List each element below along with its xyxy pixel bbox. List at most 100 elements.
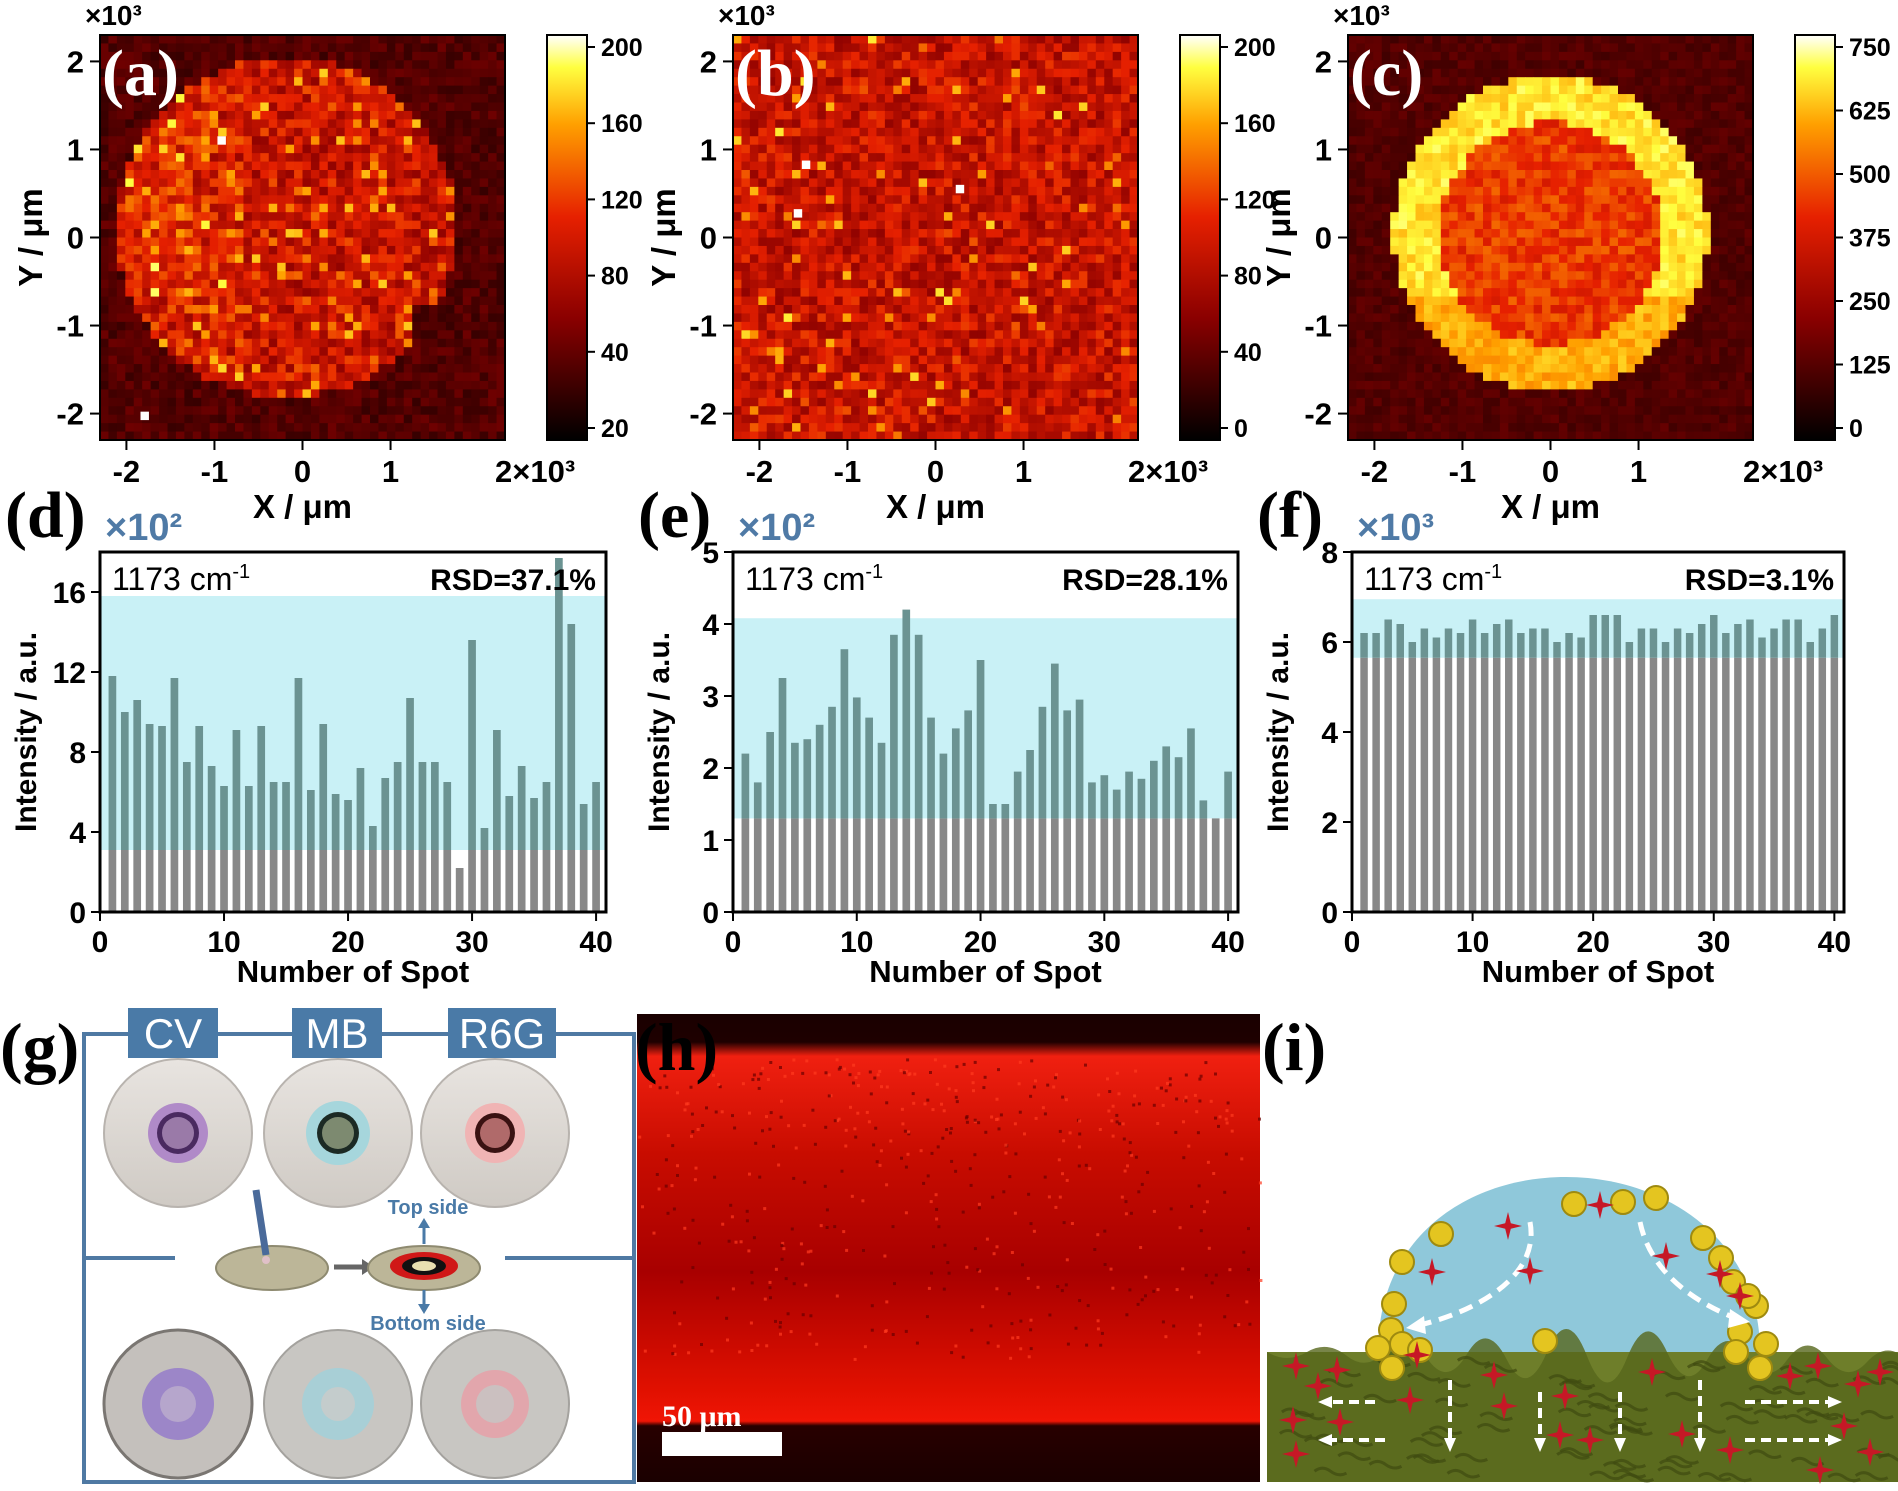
heatmap-cell [1078,338,1088,348]
heatmap-cell [488,77,497,87]
heatmap-cell [868,262,877,272]
heatmap-cell [935,372,945,382]
heatmap-cell [133,144,143,154]
heatmap-cell [1129,35,1139,44]
heatmap-cell [758,347,768,357]
heatmap-cell [986,380,995,390]
heatmap-cell [235,279,244,289]
heatmap-cell [201,254,211,264]
heatmap-cell [1087,110,1097,120]
heatmap-cell [1407,77,1416,87]
heatmap-cell [108,262,118,272]
heatmap-cell [209,161,219,171]
heatmap-cell [1053,423,1063,432]
heatmap-cell [901,288,911,297]
heatmap-cell [327,347,337,357]
heatmap-cell [201,271,211,281]
heatmap-cell [336,296,346,306]
heatmap-cell [733,60,742,70]
heatmap-cell [1019,178,1029,188]
heatmap-cell [783,195,793,205]
heatmap-cell [884,77,894,87]
heatmap-cell [825,397,835,407]
heatmap-cell [175,288,185,297]
heatmap-cell [488,153,497,162]
heatmap-cell [167,338,177,348]
heatmap-cell [133,170,143,179]
heatmap-cell [876,203,886,213]
heatmap-cell [1693,43,1703,53]
heatmap-cell [319,305,329,314]
heatmap-cell [386,305,396,314]
heatmap-cell [943,423,953,432]
heatmap-cell [167,279,177,289]
heatmap-cell [1087,431,1097,441]
heatmap-cell [842,186,852,196]
heatmap-cell [336,380,346,390]
heatmap-cell [1019,254,1029,264]
heatmap-cell [910,161,920,171]
heatmap-cell [1036,153,1046,162]
heatmap-cell [479,313,489,323]
heatmap-cell [108,85,118,95]
heatmap-cell [209,77,219,87]
heatmap-cell [741,389,751,399]
heatmap-cell [116,414,126,424]
heatmap-cell [420,372,430,382]
heatmap-cell [1078,305,1088,314]
heatmap-cell [471,110,481,120]
heatmap-cell [766,203,776,213]
heatmap-cell [1045,262,1055,272]
heatmap-cell [462,389,472,399]
heatmap-cell [184,423,194,432]
heatmap-cell [319,203,329,213]
heatmap-cell [977,195,987,205]
heatmap-cell [319,288,329,297]
heatmap-cell [353,60,362,70]
heatmap-cell [1129,296,1139,306]
heatmap-cell [749,170,759,179]
heatmap-cell [395,51,405,61]
heatmap-cell [454,85,464,95]
heatmap-cell [901,51,911,61]
heatmap-cell [125,178,135,188]
heatmap-cell [403,144,413,154]
heatmap-cell [133,372,143,382]
heatmap-cell [378,127,388,137]
heatmap-cell [1407,68,1416,78]
heatmap-cell [1104,51,1114,61]
heatmap-cell [935,77,945,87]
heatmap-cell [175,119,185,129]
heatmap-cell [749,127,759,137]
heatmap-cell [901,85,911,95]
heatmap-cell [175,313,185,323]
heatmap-cell [893,94,903,103]
heatmap-cell [412,406,422,416]
heatmap-cell [749,186,759,196]
heatmap-cell [927,170,936,179]
heatmap-cell [471,170,481,179]
heatmap-cell [1499,60,1509,70]
heatmap-cell [910,288,920,297]
heatmap-cell [842,364,852,373]
heatmap-cell [969,68,979,78]
heatmap-cell [353,397,362,407]
heatmap-cell [1609,43,1619,53]
heatmap-cell [285,237,295,247]
heatmap-cell [1019,161,1029,171]
heatmap-cell [302,220,312,230]
heatmap-cell [1045,119,1055,129]
heatmap-cell [251,254,261,264]
heatmap-cell [952,271,962,281]
heatmap-cell [952,296,962,306]
heatmap-cell [294,389,303,399]
heatmap-cell [901,102,911,112]
heatmap-cell [251,60,261,70]
heatmap-cell [395,380,405,390]
heatmap-cell [471,262,481,272]
heatmap-cell [192,237,202,247]
heatmap-cell [943,186,953,196]
heatmap-cell [1045,364,1055,373]
heatmap-cell [235,338,244,348]
heatmap-cell [1078,68,1088,78]
